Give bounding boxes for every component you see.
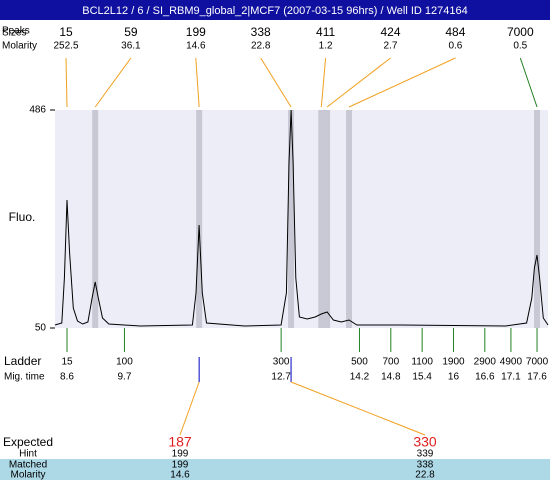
- peak-molarity: 0.5: [513, 41, 527, 52]
- mig-time: 17.6: [527, 372, 547, 383]
- ladder-size: 1900: [442, 357, 465, 368]
- peak-connector: [326, 57, 391, 108]
- ladder-size: 700: [382, 357, 399, 368]
- sizes-label: Sizes: [2, 28, 26, 39]
- mig-time-label: Mig. time: [4, 372, 45, 383]
- peak-connector: [65, 57, 68, 108]
- peak-band: [346, 110, 353, 328]
- ladder-size: 1100: [411, 357, 433, 368]
- row-label: Expected: [3, 435, 53, 449]
- y-tick-label: 486: [29, 105, 46, 116]
- peak-size: 15: [59, 25, 73, 39]
- ladder-size: 15: [61, 357, 73, 368]
- mig-time: 15.4: [412, 372, 432, 383]
- peak-molarity: 36.1: [121, 41, 141, 52]
- title: BCL2L12 / 6 / SI_RBM9_global_2|MCF7 (200…: [82, 5, 467, 17]
- ladder-size: 7000: [526, 357, 549, 368]
- peak-molarity: 2.7: [384, 41, 398, 52]
- ladder-size: 4900: [500, 357, 523, 368]
- peak-connector: [195, 57, 200, 108]
- expected-value: 22.8: [415, 470, 435, 480]
- peak-band: [534, 110, 541, 328]
- peak-band: [318, 110, 325, 328]
- peak-molarity: 22.8: [251, 41, 271, 52]
- mig-time: 9.7: [118, 372, 132, 383]
- ladder-size: 2900: [474, 357, 497, 368]
- peak-size: 7000: [507, 25, 534, 39]
- ladder-size: 500: [351, 357, 368, 368]
- peak-size: 199: [186, 25, 206, 39]
- peaks-label: Peaks: [2, 26, 30, 37]
- mig-time: 16: [448, 372, 460, 383]
- expected-connector: [179, 381, 200, 436]
- peak-size: 484: [445, 25, 465, 39]
- row-label: Hint: [19, 449, 37, 460]
- peak-connector: [348, 57, 456, 108]
- mig-time: 14.8: [381, 372, 401, 383]
- plot-area: [55, 110, 548, 328]
- peak-size: 411: [316, 25, 335, 39]
- peak-size: 424: [380, 25, 400, 39]
- peak-band: [92, 110, 99, 328]
- expected-value: 339: [417, 449, 434, 460]
- ladder-size: 300: [273, 357, 290, 368]
- title-bar: [0, 0, 550, 20]
- peak-molarity: 1.2: [319, 41, 333, 52]
- ladder-size: 100: [116, 357, 133, 368]
- mig-time: 12.7: [271, 372, 291, 383]
- row-label: Molarity: [10, 470, 45, 480]
- peak-molarity: 252.5: [53, 41, 78, 52]
- peak-connector: [260, 57, 292, 108]
- mig-time: 16.6: [475, 372, 495, 383]
- peak-band: [288, 110, 295, 328]
- peak-connector: [519, 57, 538, 108]
- peak-band: [324, 110, 331, 328]
- peak-size: 338: [251, 25, 271, 39]
- peak-connector: [320, 57, 327, 108]
- expected-value: 338: [417, 460, 434, 471]
- y-axis-label: Fluo.: [9, 210, 36, 224]
- peak-connector: [94, 57, 132, 108]
- peak-size: 59: [124, 25, 138, 39]
- row-label: Matched: [9, 460, 47, 471]
- peak-molarity: 14.6: [186, 41, 206, 52]
- mig-time: 14.2: [350, 372, 370, 383]
- expected-connector: [290, 381, 426, 436]
- expected-value: 330: [413, 434, 437, 450]
- ladder-label: Ladder: [4, 354, 41, 368]
- peak-band: [196, 110, 203, 328]
- y-tick-label: 50: [35, 323, 47, 334]
- peak-molarity: 0.6: [448, 41, 462, 52]
- matched-rows-bg: [0, 459, 550, 480]
- molarity-label: Molarity: [2, 41, 37, 52]
- mig-time: 17.1: [501, 372, 521, 383]
- trace: [54, 109, 549, 327]
- mig-time: 8.6: [60, 372, 74, 383]
- expected-value: 14.6: [170, 470, 190, 480]
- expected-value: 199: [172, 449, 189, 460]
- expected-value: 199: [172, 460, 189, 471]
- expected-value: 187: [168, 434, 192, 450]
